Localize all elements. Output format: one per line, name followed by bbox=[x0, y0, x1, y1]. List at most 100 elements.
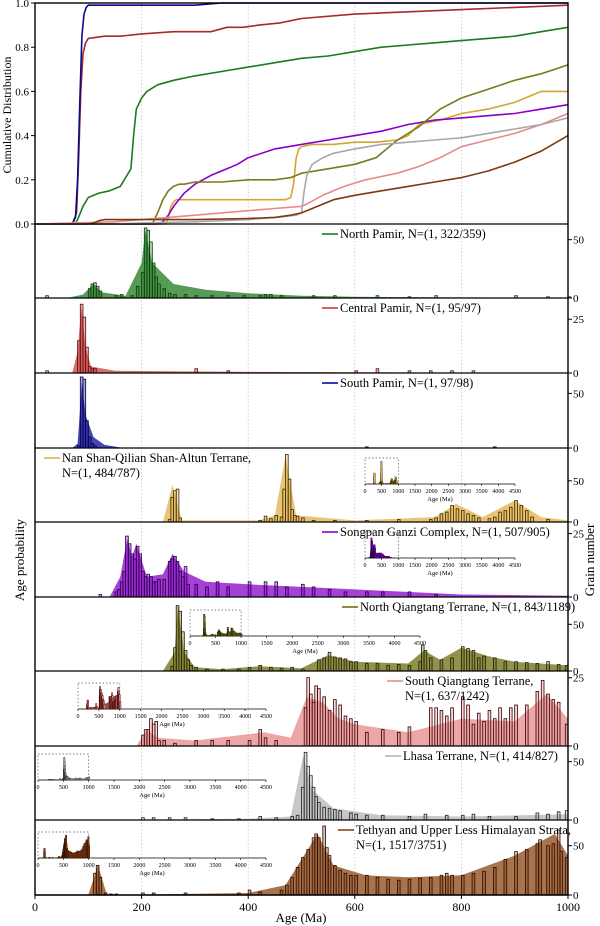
inset-tick-label: 3000 bbox=[459, 563, 471, 569]
inset-bar bbox=[207, 635, 210, 637]
histogram-bar bbox=[333, 809, 337, 821]
histogram-bar bbox=[482, 655, 486, 672]
inset-zoom-box bbox=[364, 531, 399, 559]
histogram-bar bbox=[514, 500, 518, 523]
grain-tick-label: 0 bbox=[573, 890, 579, 902]
histogram-bar bbox=[301, 583, 305, 598]
kde-area bbox=[35, 306, 568, 373]
inset-bar bbox=[74, 777, 77, 781]
inset-bar bbox=[48, 857, 51, 859]
histogram-bar bbox=[444, 715, 449, 747]
inset-bar bbox=[373, 482, 376, 485]
inset-tick-label: 4500 bbox=[509, 489, 521, 495]
histogram-bar bbox=[295, 814, 300, 821]
histogram-bar bbox=[487, 710, 492, 747]
inset-tick-label: 2000 bbox=[156, 714, 168, 720]
grain-tick-label: 50 bbox=[573, 476, 585, 488]
inset-tick-label: 1000 bbox=[83, 785, 95, 791]
histogram-bar bbox=[365, 663, 369, 672]
cdf-y-tick-label: 0.6 bbox=[15, 86, 29, 98]
histogram-bar bbox=[354, 661, 358, 672]
histogram-bar bbox=[460, 874, 465, 896]
inset-tick-label: 0 bbox=[37, 785, 40, 791]
inset-tick-label: 3500 bbox=[218, 714, 230, 720]
kde-area bbox=[35, 456, 568, 522]
x-tick-label: 0 bbox=[32, 900, 38, 914]
histogram-bar bbox=[482, 721, 486, 747]
histogram-bar bbox=[157, 283, 161, 299]
histogram-bar bbox=[428, 876, 433, 896]
inset-tick-label: 2000 bbox=[426, 563, 438, 569]
inset-tick-label: 500 bbox=[59, 863, 68, 869]
inset-tick-label: 1000 bbox=[114, 714, 126, 720]
histogram-bar bbox=[525, 849, 529, 896]
panel-south-qiangtang-terrane: 0 25 South Qiangtang Terrane,N=(1, 637/124… bbox=[35, 673, 585, 753]
inset-bar bbox=[59, 856, 61, 859]
histogram-bar bbox=[285, 454, 289, 523]
inset-bar bbox=[88, 776, 91, 781]
histogram-bar bbox=[247, 740, 252, 747]
histogram-bar bbox=[226, 586, 230, 598]
histogram-bar bbox=[322, 657, 326, 672]
histogram-bar bbox=[178, 571, 182, 598]
histogram-bar bbox=[556, 829, 561, 896]
histogram-bar bbox=[247, 889, 252, 896]
legend-label: Songpan Ganzi Complex, N=(1, 507/905) bbox=[340, 525, 550, 539]
cdf-y-tick-label: 0.8 bbox=[15, 42, 29, 54]
grain-tick-label: 50 bbox=[573, 388, 585, 400]
histogram-bar bbox=[141, 571, 145, 598]
histogram-bar bbox=[546, 813, 550, 821]
inset-bar bbox=[373, 472, 376, 485]
histogram-bar bbox=[285, 884, 289, 896]
inset-tick-label: 1500 bbox=[409, 489, 421, 495]
histogram-bar bbox=[471, 813, 476, 821]
histogram-bar bbox=[215, 581, 220, 598]
histogram-bar bbox=[146, 573, 150, 598]
histogram-bar bbox=[338, 704, 342, 747]
histogram-bar bbox=[514, 661, 518, 672]
inset-bar bbox=[88, 845, 91, 859]
grain-tick-label: 0 bbox=[573, 666, 579, 678]
histogram-bar bbox=[460, 646, 465, 672]
histogram-bar bbox=[322, 806, 326, 821]
histogram-bar bbox=[322, 696, 326, 747]
cdf-line-lhasa-terrane bbox=[35, 117, 569, 225]
histogram-bar bbox=[263, 737, 268, 747]
histogram-bar bbox=[146, 229, 150, 299]
histogram-bar bbox=[546, 693, 550, 747]
histogram-bar bbox=[162, 578, 166, 598]
histogram-bar bbox=[354, 721, 358, 747]
inset-tick-label: 500 bbox=[94, 714, 103, 720]
inset-tick-label: 2500 bbox=[312, 641, 324, 647]
histogram-bar bbox=[314, 833, 318, 896]
histogram-bar bbox=[535, 812, 540, 821]
histogram-bar bbox=[162, 740, 166, 747]
histogram-bar bbox=[466, 704, 470, 747]
histogram-bar bbox=[466, 513, 470, 523]
inset-tick-label: 0 bbox=[37, 863, 40, 869]
histogram-bar bbox=[327, 855, 332, 896]
histogram-bar bbox=[93, 872, 97, 896]
inset-bar bbox=[73, 778, 76, 781]
cdf-line-north-pamir bbox=[35, 26, 569, 225]
histogram-bar bbox=[183, 566, 188, 598]
histogram-bar bbox=[258, 729, 262, 747]
inset-tick-label: 1000 bbox=[83, 863, 95, 869]
histogram-bar bbox=[186, 659, 190, 672]
histogram-bar bbox=[503, 661, 508, 672]
histogram-bar bbox=[149, 576, 153, 598]
histogram-bar bbox=[338, 810, 342, 821]
inset-tick-label: 4000 bbox=[492, 563, 504, 569]
cdf-line-south-qiangtang-terrane bbox=[34, 112, 569, 225]
histogram-bar bbox=[503, 859, 508, 896]
inset-bar bbox=[385, 483, 388, 485]
cdf-plot bbox=[34, 2, 569, 225]
x-tick-label: 200 bbox=[133, 900, 151, 914]
histogram-bar bbox=[327, 710, 332, 747]
histogram-bar bbox=[471, 723, 476, 747]
inset-tick-label: 3500 bbox=[476, 489, 488, 495]
grain-tick-label: 50 bbox=[573, 235, 585, 247]
histogram-bar bbox=[460, 510, 465, 523]
grain-tick-label: 50 bbox=[573, 757, 585, 769]
